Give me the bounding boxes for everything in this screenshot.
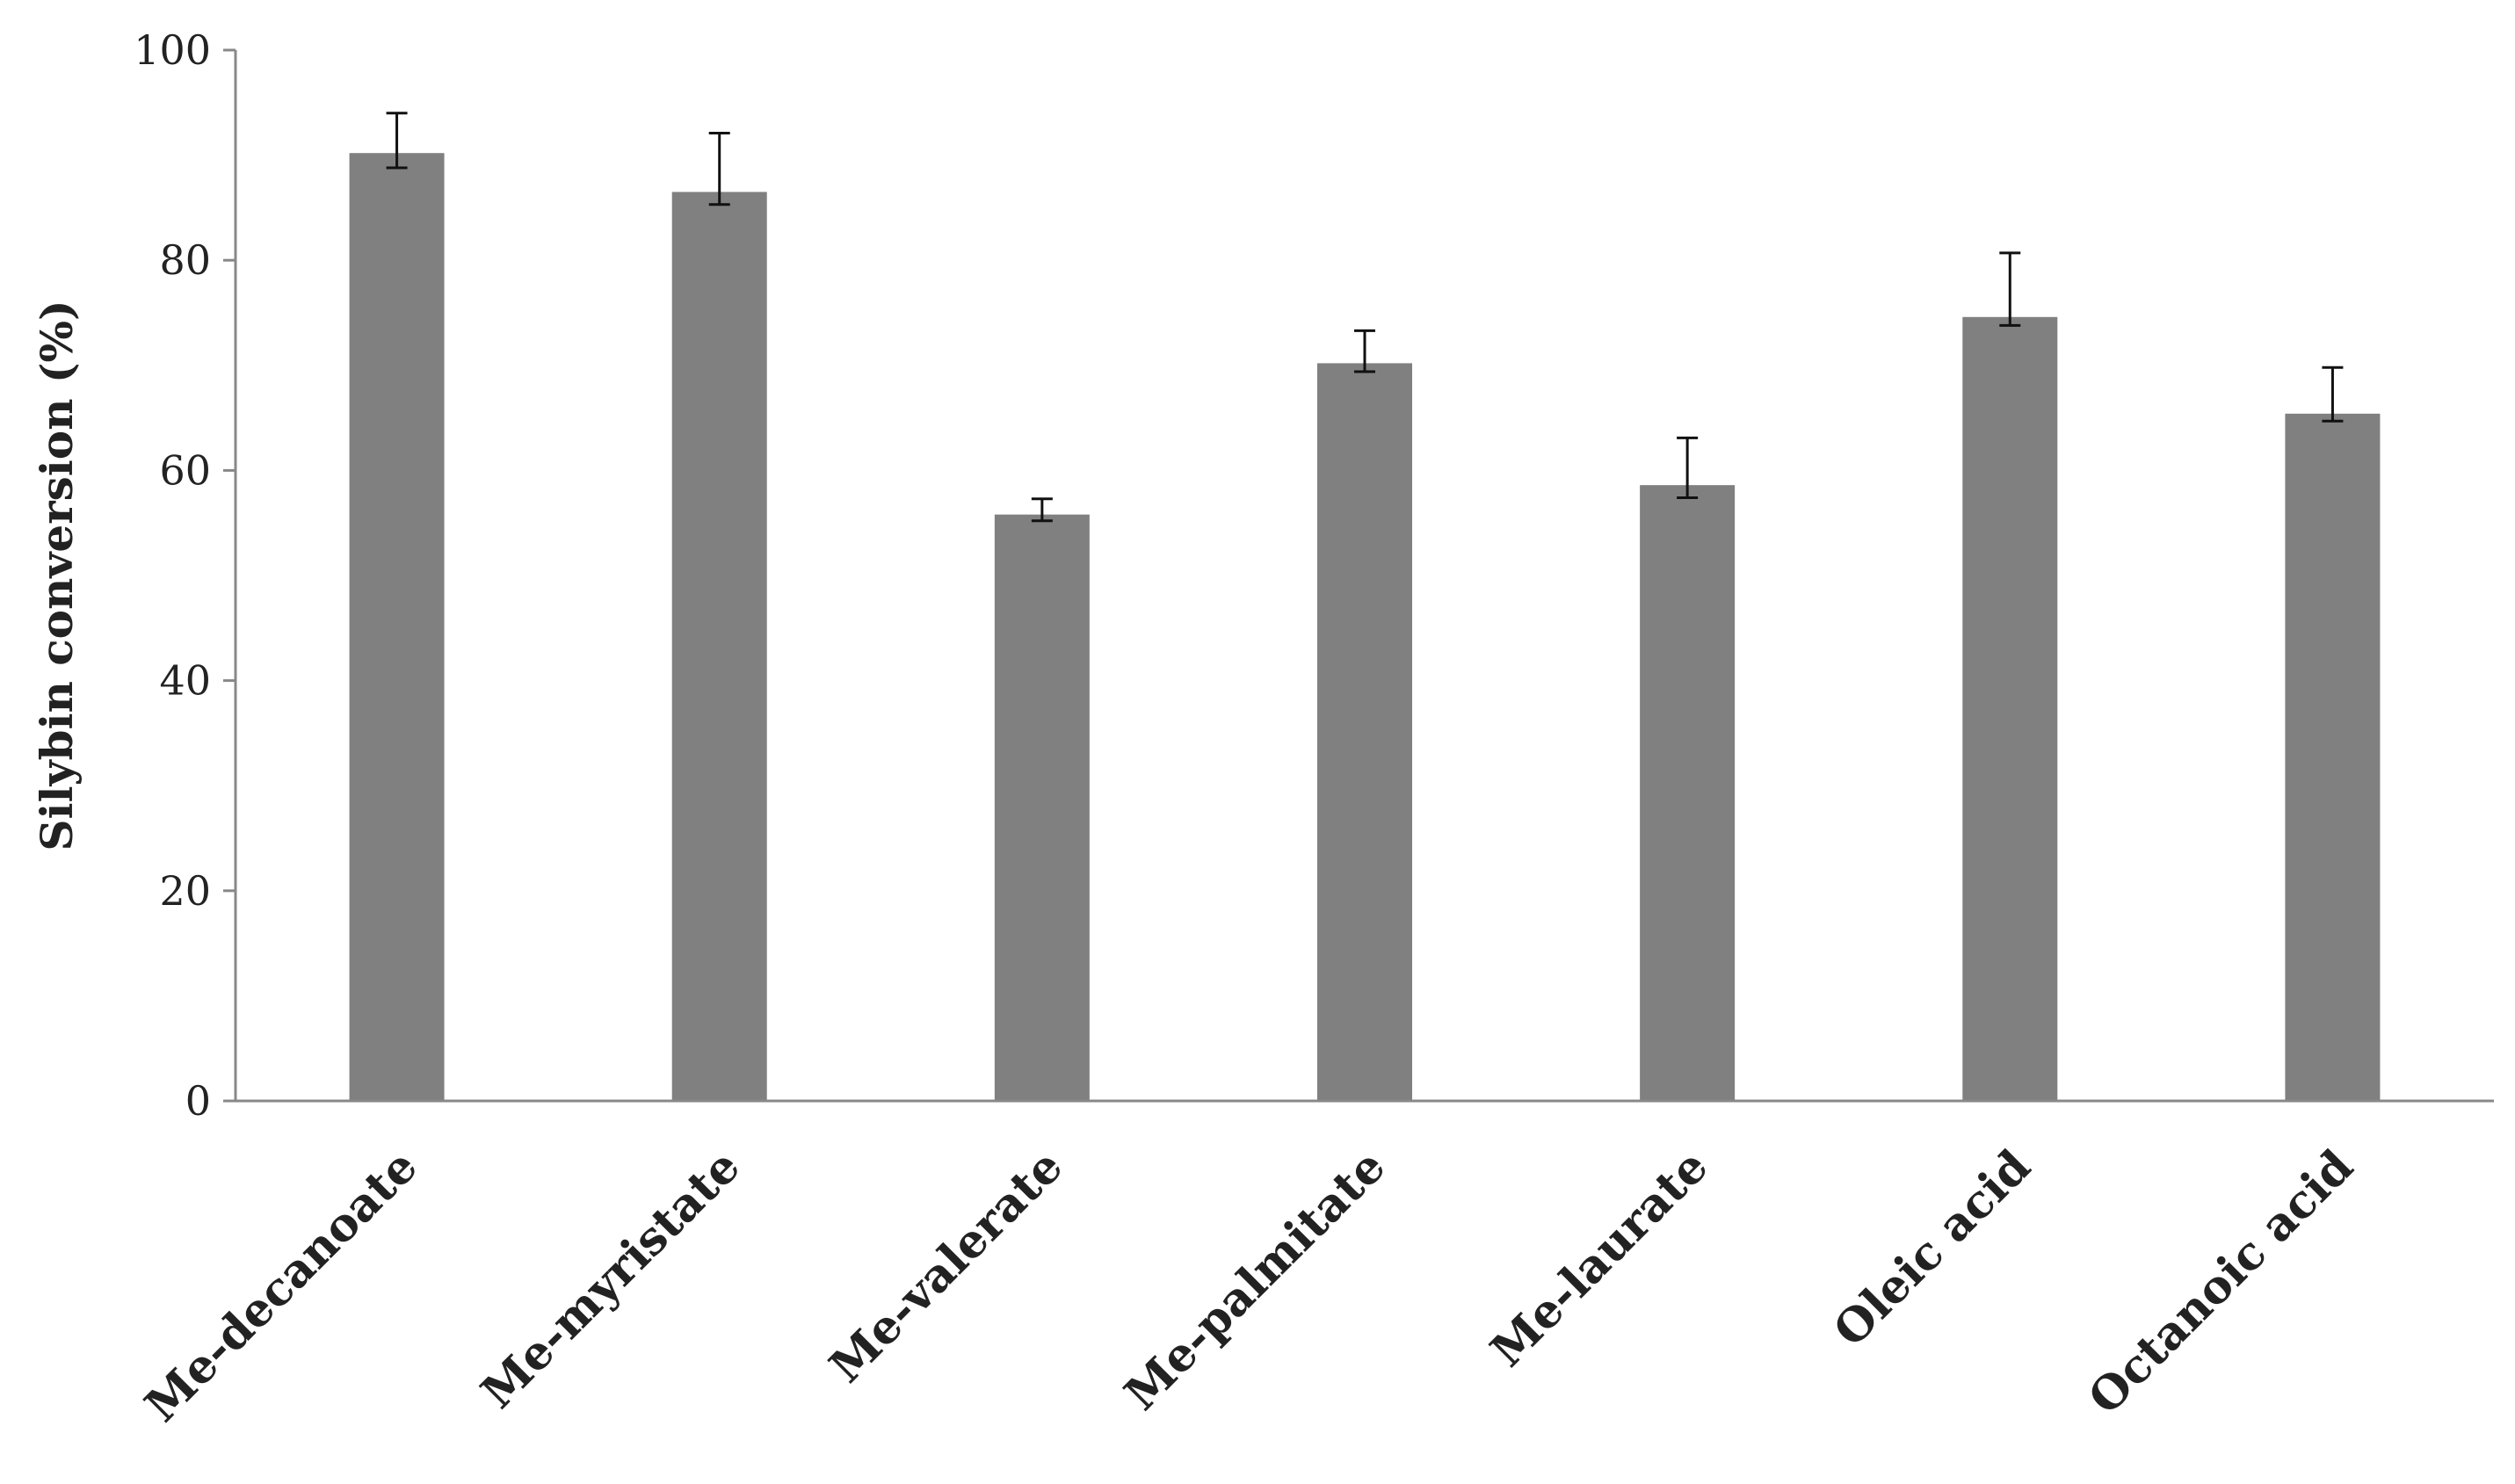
error-bar	[1999, 251, 2021, 327]
error-bar	[1031, 497, 1053, 523]
x-tick-label: Octanoic acid	[2078, 1140, 2364, 1425]
error-bar	[386, 112, 408, 170]
y-tick-label: 0	[185, 1077, 211, 1125]
y-tick-label: 60	[159, 446, 211, 494]
error-bars-group	[386, 112, 2344, 523]
x-tick-label: Me-laurate	[1481, 1140, 1719, 1378]
bar-octanoic-acid	[2285, 413, 2381, 1101]
bar-oleic-acid	[1962, 316, 2058, 1101]
bar-me-palmitate	[1317, 363, 1412, 1102]
y-tick-label: 40	[159, 657, 211, 705]
x-axis-ticks: Me-decanoate Me-myristate Me-valerate Me-pa…	[134, 1140, 2363, 1432]
bar-me-decanoate	[349, 153, 445, 1101]
x-tick-label: Oleic acid	[1823, 1140, 2041, 1357]
y-tick-label: 20	[159, 867, 211, 915]
x-tick-label: Me-palmitate	[1114, 1140, 1395, 1421]
bars-group	[349, 153, 2381, 1102]
bar-me-laurate	[1640, 485, 1736, 1101]
error-bar	[708, 131, 730, 206]
axes-group	[234, 50, 2494, 1103]
y-axis-label: Silybin conversion (%)	[31, 300, 83, 851]
x-tick-label: Me-myristate	[471, 1140, 750, 1419]
y-tick-label: 80	[159, 236, 211, 284]
error-bar	[1354, 329, 1375, 373]
bar-me-valerate	[994, 514, 1090, 1101]
y-tick-label: 100	[134, 26, 211, 74]
error-bar	[1677, 436, 1699, 499]
x-tick-label: Me-decanoate	[134, 1140, 427, 1432]
x-tick-label: Me-valerate	[819, 1140, 1073, 1394]
error-bar	[2322, 366, 2344, 423]
bar-me-myristate	[671, 192, 767, 1102]
y-axis-ticks: 0 20 40 60 80 100	[134, 26, 236, 1125]
